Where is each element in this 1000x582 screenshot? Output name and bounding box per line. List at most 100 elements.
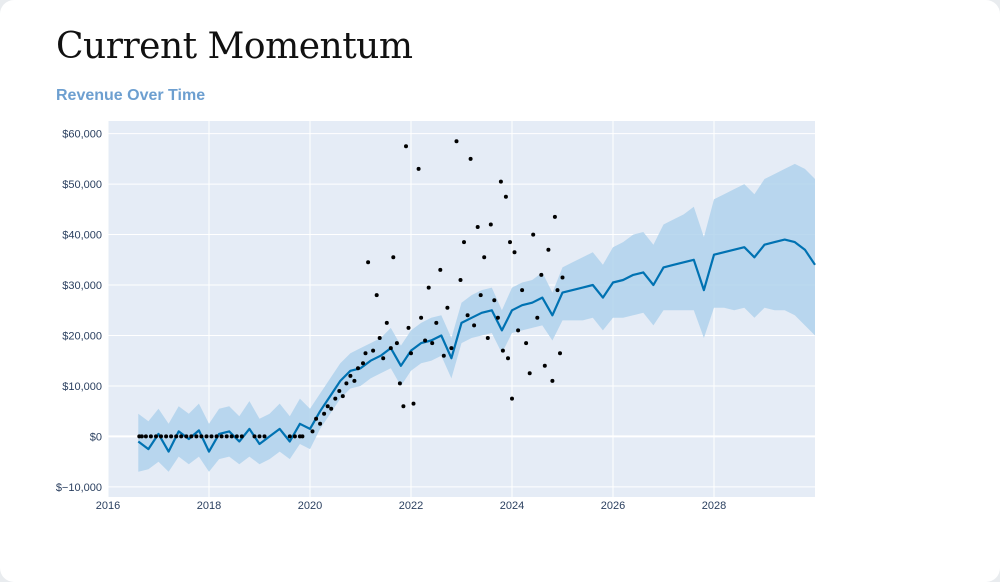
actual-point[interactable] [508, 240, 512, 245]
actual-point[interactable] [384, 320, 389, 325]
actual-point[interactable] [560, 275, 565, 280]
actual-point[interactable] [352, 378, 357, 383]
actual-point[interactable] [148, 434, 153, 439]
actual-point[interactable] [419, 315, 424, 320]
actual-point[interactable] [462, 240, 466, 245]
actual-point[interactable] [503, 194, 508, 199]
actual-point[interactable] [546, 247, 551, 252]
actual-point[interactable] [539, 272, 544, 277]
actual-point[interactable] [449, 346, 454, 351]
actual-point[interactable] [550, 378, 555, 383]
actual-point[interactable] [506, 356, 510, 361]
actual-point[interactable] [374, 293, 379, 298]
actual-point[interactable] [458, 278, 463, 282]
actual-point[interactable] [531, 232, 536, 237]
actual-point[interactable] [558, 351, 562, 356]
actual-point[interactable] [179, 434, 184, 439]
actual-point[interactable] [552, 214, 557, 219]
actual-point[interactable] [310, 429, 315, 434]
actual-point[interactable] [199, 434, 204, 439]
actual-point[interactable] [318, 421, 323, 426]
actual-point[interactable] [411, 401, 416, 406]
actual-point[interactable] [204, 434, 209, 439]
actual-point[interactable] [214, 434, 219, 439]
actual-point[interactable] [406, 325, 411, 330]
actual-point[interactable] [234, 434, 239, 439]
actual-point[interactable] [416, 166, 421, 171]
actual-point[interactable] [542, 363, 547, 368]
actual-point[interactable] [409, 351, 413, 356]
actual-point[interactable] [468, 156, 473, 161]
actual-point[interactable] [325, 404, 330, 409]
actual-point[interactable] [482, 255, 487, 260]
actual-point[interactable] [322, 411, 327, 416]
actual-point[interactable] [143, 434, 148, 439]
actual-point[interactable] [438, 267, 443, 272]
actual-point[interactable] [262, 434, 267, 439]
actual-point[interactable] [401, 404, 406, 409]
actual-point[interactable] [475, 225, 480, 229]
actual-point[interactable] [465, 313, 470, 318]
actual-point[interactable] [219, 434, 224, 439]
actual-point[interactable] [500, 348, 505, 353]
actual-point[interactable] [257, 434, 262, 439]
actual-point[interactable] [454, 139, 459, 144]
actual-point[interactable] [184, 434, 189, 439]
actual-point[interactable] [430, 341, 435, 346]
actual-point[interactable] [252, 434, 257, 439]
actual-point[interactable] [388, 346, 393, 351]
actual-point[interactable] [348, 373, 353, 378]
actual-point[interactable] [333, 396, 338, 401]
actual-point[interactable] [445, 305, 450, 310]
actual-point[interactable] [524, 341, 529, 346]
actual-point[interactable] [361, 361, 365, 366]
actual-point[interactable] [488, 222, 493, 227]
actual-point[interactable] [356, 366, 360, 371]
actual-point[interactable] [520, 288, 525, 293]
actual-point[interactable] [292, 434, 297, 439]
actual-point[interactable] [287, 434, 292, 439]
actual-point[interactable] [485, 336, 490, 340]
actual-point[interactable] [189, 434, 194, 439]
actual-point[interactable] [492, 298, 497, 303]
actual-point[interactable] [426, 285, 431, 290]
actual-point[interactable] [209, 434, 214, 439]
actual-point[interactable] [366, 260, 371, 265]
actual-point[interactable] [423, 338, 428, 343]
actual-point[interactable] [337, 389, 342, 393]
actual-point[interactable] [472, 323, 477, 328]
actual-point[interactable] [164, 434, 169, 439]
actual-point[interactable] [527, 371, 532, 376]
actual-point[interactable] [495, 315, 500, 320]
actual-point[interactable] [239, 434, 244, 439]
actual-point[interactable] [344, 381, 349, 386]
actual-point[interactable] [555, 288, 560, 293]
actual-point[interactable] [300, 434, 305, 439]
actual-point[interactable] [229, 434, 234, 439]
actual-point[interactable] [174, 434, 179, 439]
actual-point[interactable] [159, 434, 163, 439]
actual-point[interactable] [169, 434, 174, 439]
actual-point[interactable] [381, 356, 386, 361]
actual-point[interactable] [194, 434, 199, 439]
actual-point[interactable] [404, 144, 408, 149]
actual-point[interactable] [329, 406, 334, 411]
actual-point[interactable] [516, 328, 521, 333]
actual-point[interactable] [441, 353, 446, 358]
actual-point[interactable] [377, 336, 382, 340]
actual-point[interactable] [478, 293, 483, 298]
actual-point[interactable] [535, 315, 540, 320]
actual-point[interactable] [154, 434, 158, 439]
actual-point[interactable] [512, 250, 517, 255]
actual-point[interactable] [363, 351, 368, 356]
actual-point[interactable] [498, 179, 503, 184]
actual-point[interactable] [371, 348, 376, 353]
actual-point[interactable] [314, 416, 319, 421]
actual-point[interactable] [394, 341, 399, 346]
actual-point[interactable] [340, 394, 345, 399]
actual-point[interactable] [397, 381, 402, 386]
actual-point[interactable] [434, 320, 439, 325]
actual-point[interactable] [139, 434, 144, 439]
actual-point[interactable] [391, 255, 396, 260]
